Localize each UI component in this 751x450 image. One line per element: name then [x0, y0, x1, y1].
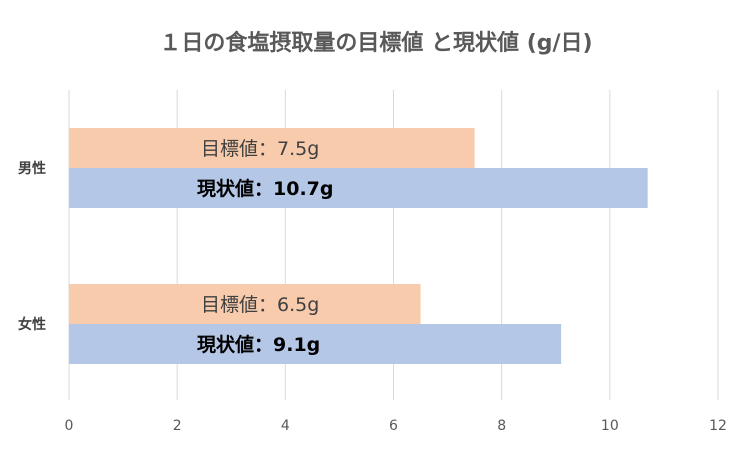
- x-tick-label-6: 6: [389, 418, 398, 434]
- data-labels: 目標値：7.5g 現状値：10.7g 目標値：6.5g 現状値：9.1g: [197, 138, 333, 356]
- x-tick-label-8: 8: [497, 418, 506, 434]
- bar-current-0: [69, 168, 648, 208]
- category-label-1: 女性: [18, 316, 46, 333]
- chart-title: １日の食塩摂取量の目標値 と現状値 (g/日): [159, 30, 592, 56]
- x-axis-ticks: 0 2 4 6 8 10 12: [65, 418, 727, 434]
- x-tick-label-2: 2: [173, 418, 182, 434]
- x-tick-label-12: 12: [709, 418, 727, 434]
- bar-target-1: [69, 284, 421, 324]
- data-label-current-0: 現状値：10.7g: [197, 177, 333, 200]
- bars: [69, 128, 648, 364]
- data-label-target-0: 目標値：7.5g: [201, 138, 319, 160]
- x-tick-label-4: 4: [281, 418, 290, 434]
- bar-target-0: [69, 128, 475, 168]
- category-label-0: 男性: [18, 160, 46, 177]
- bar-current-1: [69, 324, 562, 364]
- data-label-target-1: 目標値：6.5g: [201, 294, 319, 316]
- x-tick-label-10: 10: [601, 418, 619, 434]
- x-tick-label-0: 0: [65, 418, 74, 434]
- data-label-current-1: 現状値：9.1g: [197, 333, 320, 356]
